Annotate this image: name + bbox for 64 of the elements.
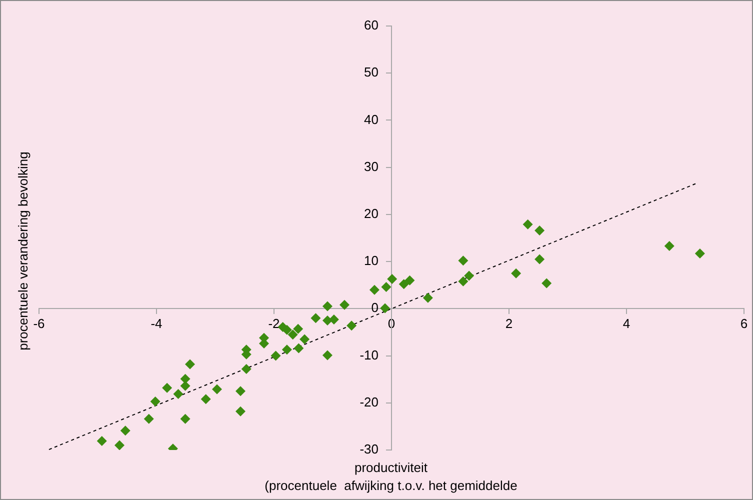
- y-tick-label: -10: [360, 347, 392, 362]
- point: [387, 274, 398, 284]
- point: [162, 382, 172, 393]
- point: [404, 275, 415, 286]
- point: [328, 314, 339, 324]
- point: [340, 300, 350, 310]
- point: [180, 414, 190, 424]
- y-axis-title: procentuele verandering bevolking: [16, 152, 30, 350]
- point: [184, 359, 195, 370]
- x-tick-label: 4: [622, 316, 630, 332]
- point: [236, 406, 246, 416]
- point: [241, 364, 252, 374]
- point: [288, 330, 298, 340]
- y-tick-label: -20: [360, 394, 392, 410]
- point: [282, 344, 292, 355]
- x-tick-label: 6: [740, 316, 748, 332]
- y-tick-label: 10: [364, 253, 392, 268]
- point: [150, 396, 160, 406]
- point: [236, 386, 246, 396]
- point: [534, 254, 545, 264]
- point: [120, 426, 130, 436]
- y-tick-label: 0: [371, 300, 392, 316]
- point: [300, 334, 310, 344]
- point: [270, 350, 281, 361]
- point: [294, 343, 304, 354]
- point: [369, 284, 380, 295]
- point: [542, 278, 552, 288]
- point: [381, 282, 392, 292]
- x-tick-label: -2: [268, 316, 280, 332]
- y-tick-label: -30: [360, 442, 392, 457]
- point: [664, 241, 674, 252]
- y-tick-label: 60: [364, 18, 392, 33]
- point: [458, 256, 468, 266]
- x-tick-label: -4: [150, 316, 162, 332]
- point: [694, 248, 705, 259]
- point: [422, 292, 433, 303]
- point: [282, 324, 292, 335]
- point: [534, 225, 545, 236]
- point: [310, 313, 321, 324]
- point: [398, 279, 409, 290]
- point: [144, 414, 154, 424]
- y-tick-label: 20: [364, 206, 392, 222]
- point: [180, 380, 190, 391]
- point: [380, 303, 390, 314]
- point: [173, 388, 184, 399]
- x-tick-label: 2: [505, 316, 513, 332]
- point: [322, 301, 332, 312]
- point: [212, 384, 222, 394]
- point: [458, 276, 468, 286]
- x-axis-title: productiviteit (procentuele afwijking t.o.v. het gemiddelde: [264, 459, 518, 495]
- point: [322, 350, 332, 360]
- point: [114, 440, 124, 450]
- y-tick-label: 40: [364, 112, 392, 127]
- y-tick-label: 50: [364, 64, 392, 80]
- point: [293, 324, 304, 334]
- point: [180, 374, 190, 384]
- point: [346, 320, 357, 331]
- point: [96, 436, 107, 446]
- point: [464, 270, 474, 281]
- point: [522, 219, 533, 230]
- y-tick-label: 30: [364, 158, 392, 174]
- point: [511, 268, 522, 278]
- x-tick-label: -6: [33, 316, 45, 332]
- point: [200, 394, 211, 404]
